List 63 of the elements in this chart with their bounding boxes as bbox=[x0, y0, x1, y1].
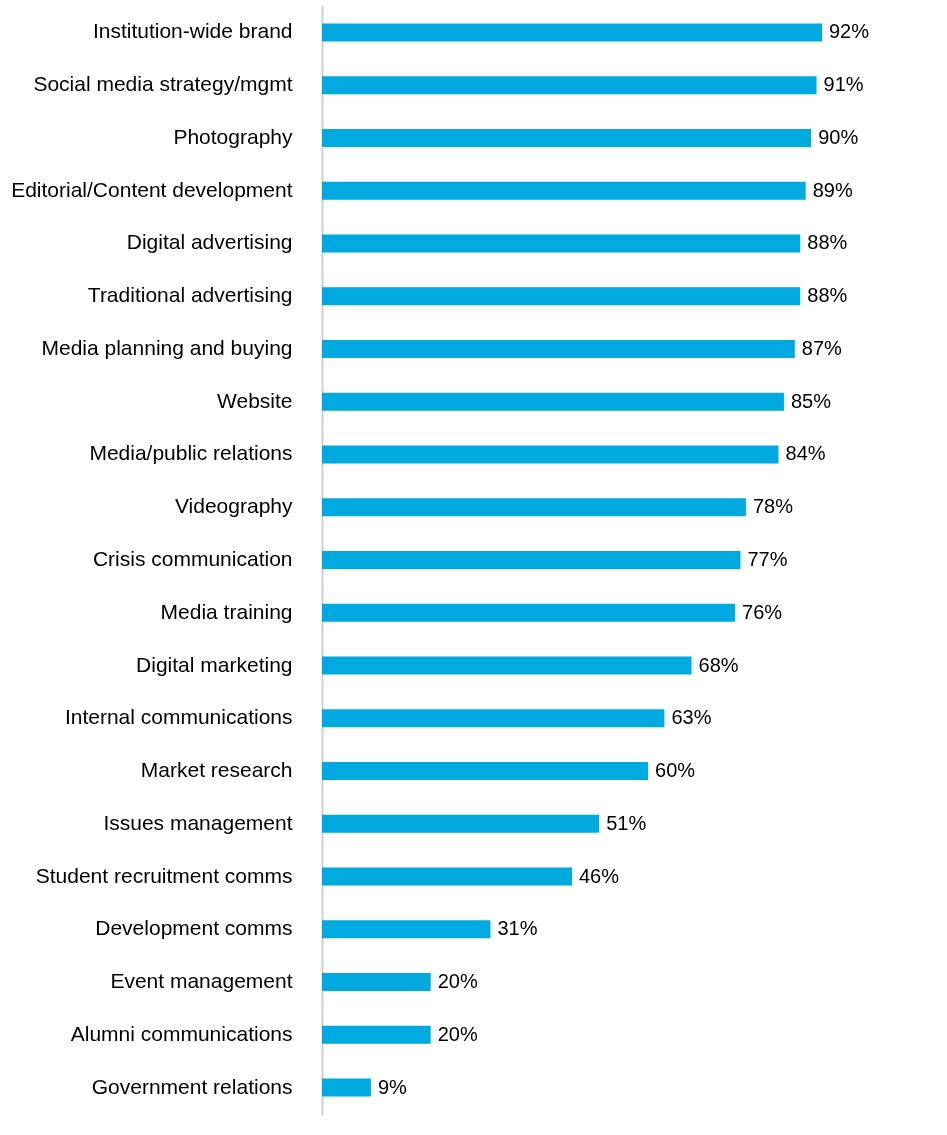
y-tick-label: Market research bbox=[140, 758, 293, 782]
bar bbox=[322, 23, 822, 42]
data-label: 91% bbox=[823, 73, 864, 96]
y-tick-label: Student recruitment comms bbox=[35, 863, 293, 887]
y-tick-label: Government relations bbox=[91, 1074, 293, 1098]
y-tick-label: Event management bbox=[110, 969, 293, 993]
bar bbox=[322, 1078, 371, 1097]
y-tick-label: Issues management bbox=[103, 810, 293, 834]
data-label: 87% bbox=[801, 336, 843, 359]
y-tick-label: Social media strategy/mgmt bbox=[33, 72, 293, 96]
bar bbox=[322, 973, 431, 992]
data-label: 60% bbox=[655, 759, 696, 782]
data-label: 78% bbox=[752, 495, 794, 518]
y-tick-label: Videography bbox=[174, 494, 293, 518]
y-tick-label: Photography bbox=[173, 124, 293, 148]
bar bbox=[322, 128, 812, 147]
y-tick-label: Crisis communication bbox=[92, 547, 293, 570]
data-label: 89% bbox=[812, 178, 853, 201]
y-tick-label: Traditional advertising bbox=[87, 283, 293, 307]
bar bbox=[322, 340, 795, 358]
bar bbox=[322, 709, 665, 728]
bar bbox=[322, 181, 806, 200]
data-label: 90% bbox=[818, 125, 859, 148]
data-label: 68% bbox=[698, 653, 739, 676]
bar bbox=[322, 762, 649, 780]
data-label: 20% bbox=[437, 970, 478, 993]
data-label: 76% bbox=[742, 600, 783, 623]
bar bbox=[322, 234, 801, 253]
data-label: 63% bbox=[671, 706, 712, 729]
bar bbox=[322, 287, 801, 306]
data-label: 51% bbox=[606, 811, 647, 834]
data-label: 88% bbox=[807, 231, 848, 254]
data-label: 85% bbox=[790, 389, 832, 412]
data-label: 46% bbox=[579, 864, 620, 887]
y-tick-label: Institution-wide brand bbox=[92, 19, 293, 43]
data-label: 31% bbox=[497, 917, 538, 940]
bar bbox=[322, 498, 746, 517]
y-tick-label: Website bbox=[217, 388, 293, 412]
data-label: 20% bbox=[437, 1022, 478, 1045]
bar bbox=[322, 603, 736, 622]
y-tick-label: Media planning and buying bbox=[41, 335, 293, 359]
y-tick-label: Editorial/Content development bbox=[11, 177, 293, 201]
y-tick-label: Media training bbox=[160, 599, 293, 623]
bar bbox=[322, 551, 741, 569]
bar bbox=[322, 920, 491, 939]
data-label: 88% bbox=[807, 284, 848, 307]
bar bbox=[322, 1025, 431, 1044]
y-tick-label: Alumni communications bbox=[70, 1021, 293, 1045]
data-label: 84% bbox=[785, 442, 826, 465]
bar bbox=[322, 392, 784, 411]
bar bbox=[322, 656, 692, 675]
data-label: 9% bbox=[377, 1075, 408, 1098]
data-label: 77% bbox=[747, 548, 788, 570]
y-tick-label: Development comms bbox=[95, 916, 293, 940]
y-tick-label: Digital advertising bbox=[126, 230, 293, 254]
bar bbox=[322, 76, 817, 95]
bar bbox=[322, 867, 572, 886]
y-tick-label: Digital marketing bbox=[136, 652, 293, 676]
bar bbox=[322, 814, 600, 833]
bar bbox=[322, 445, 779, 464]
y-tick-label: Internal communications bbox=[64, 705, 293, 729]
data-label: 92% bbox=[829, 20, 870, 43]
y-tick-label: Media/public relations bbox=[89, 441, 293, 465]
